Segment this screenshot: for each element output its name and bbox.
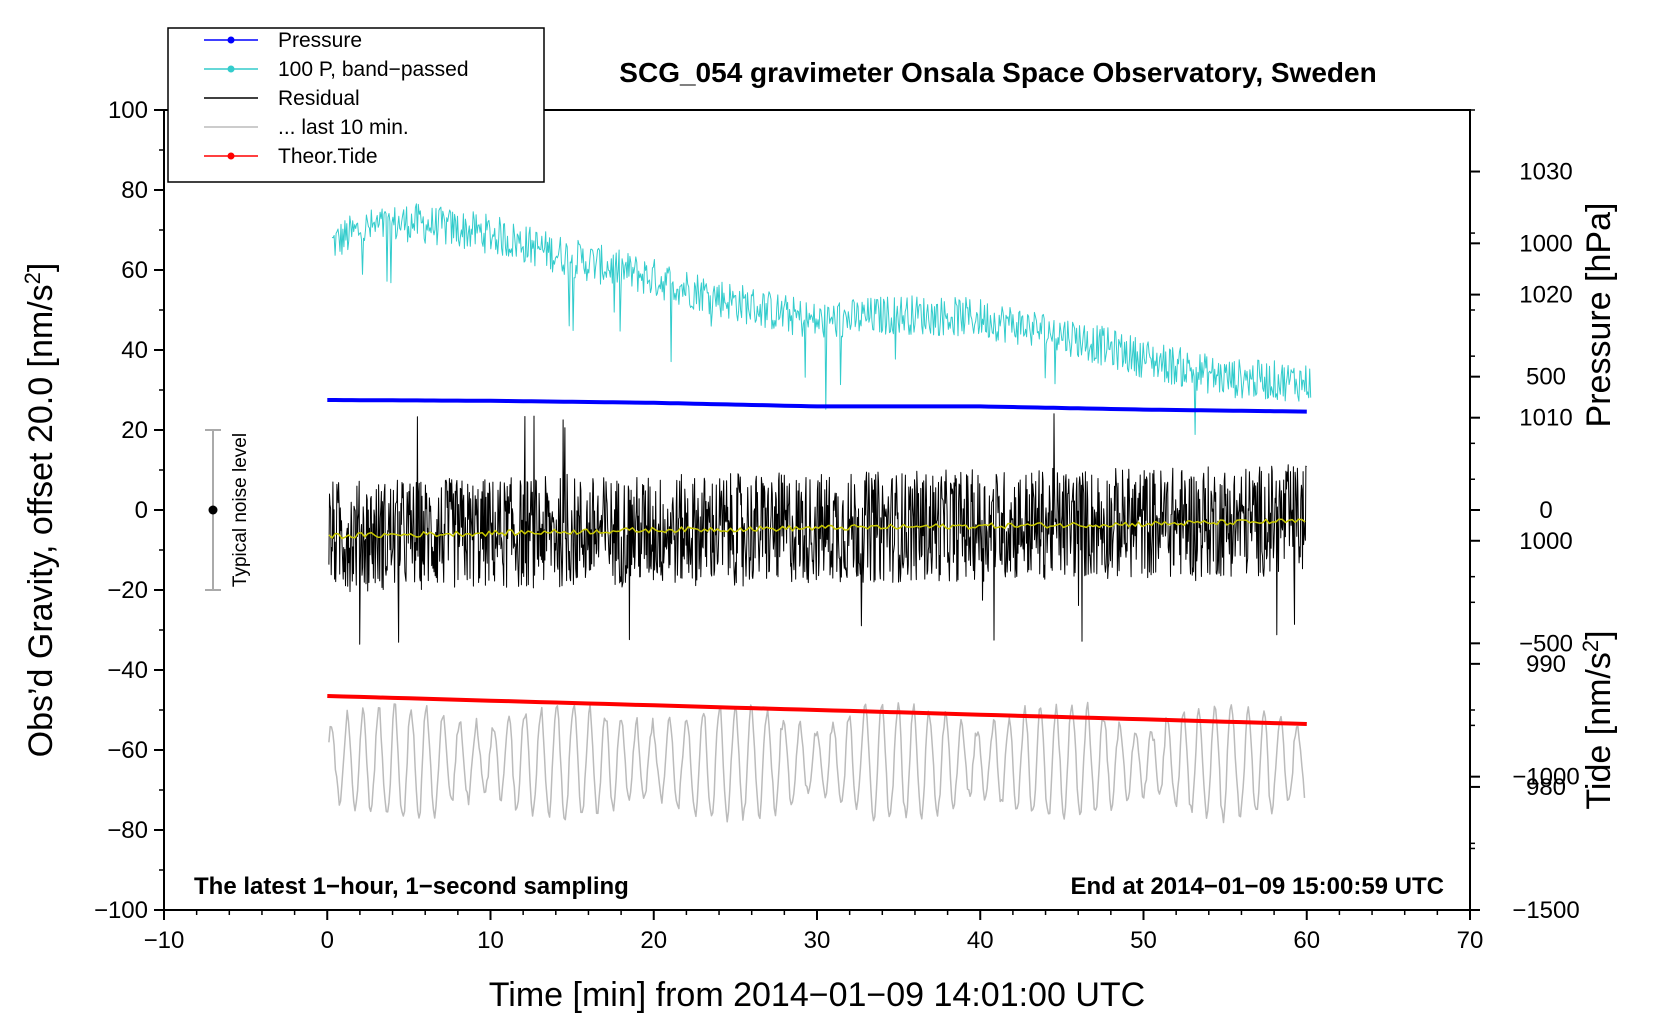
x-tick-label: 10: [477, 927, 504, 954]
tick-layer: −10 0 10 20 30 40 50 60 70−100−80−60−40−20020406…: [94, 97, 1580, 954]
legend-swatch-marker: [227, 65, 235, 73]
residual-smoothed-line: [328, 518, 1306, 540]
y-axis-left-label-end: ]: [22, 263, 60, 272]
y-tick-label: −60: [107, 737, 148, 764]
y-axis-left-label-main: Obs’d Gravity, offset 20.0 [nm/s: [22, 284, 60, 757]
noise-bar: Typical noise level: [205, 429, 251, 591]
last-10-min-line: [328, 701, 1306, 824]
tide-tick-label: −500: [1519, 630, 1573, 657]
x-tick-label: 30: [804, 927, 831, 954]
y-tick-label: 100: [108, 97, 148, 124]
pressure-tick-label: 1000: [1519, 528, 1572, 555]
x-axis-label: Time [min] from 2014−01−09 14:01:00 UTC: [489, 976, 1145, 1014]
y-tick-label: −40: [107, 657, 148, 684]
noise-bar-label: Typical noise level: [230, 433, 251, 587]
plot-frame: [163, 109, 1471, 911]
x-tick-label: 50: [1130, 927, 1157, 954]
y-tick-label: −80: [107, 817, 148, 844]
y-tick-label: −100: [94, 897, 148, 924]
y-axis-tide-label-sup: 2: [1578, 640, 1603, 652]
series-layer: [327, 203, 1312, 824]
legend-label: Pressure: [278, 29, 362, 52]
y-tick-label: 0: [135, 497, 148, 524]
y-axis-tide-label: Tide [nm/s2]: [1578, 630, 1618, 809]
legend-items: Pressure 100 P, band−passed Residual ... la…: [204, 29, 469, 168]
tide-tick-label: 500: [1526, 364, 1566, 391]
bandpassed-line: [331, 203, 1312, 435]
y-tick-label: −20: [107, 577, 148, 604]
y-tick-label: 60: [121, 257, 148, 284]
y-axis-pressure-label: Pressure [hPa]: [1580, 203, 1618, 428]
tide-tick-label: 1000: [1519, 230, 1572, 257]
tide-tick-label: −1500: [1512, 897, 1579, 924]
y-axis-tide-label-end: ]: [1580, 630, 1618, 639]
tide-line: [327, 694, 1307, 726]
y-tick-label: 40: [121, 337, 148, 364]
x-tick-label: 60: [1293, 927, 1320, 954]
x-tick-label: 40: [967, 927, 994, 954]
y-axis-left-label-sup: 2: [20, 272, 45, 284]
x-tick-label: 20: [640, 927, 667, 954]
y-tick-label: 20: [121, 417, 148, 444]
pressure-tick-label: 1010: [1519, 405, 1572, 432]
legend: Pressure 100 P, band−passed Residual ... la…: [167, 27, 545, 183]
pressure-tick-label: 990: [1526, 651, 1566, 678]
legend-swatch-marker: [227, 152, 235, 160]
y-axis-tide-label-main: Tide [nm/s: [1580, 652, 1618, 809]
x-tick-label: 0: [321, 927, 334, 954]
y-tick-label: 80: [121, 177, 148, 204]
noise-bar-center-dot: [208, 505, 218, 515]
legend-label: Residual: [278, 87, 360, 110]
pressure-tick-label: 1030: [1519, 159, 1572, 186]
legend-label: Theor.Tide: [278, 145, 378, 168]
x-tick-label: −10: [144, 927, 185, 954]
note-left: The latest 1−hour, 1−second sampling: [194, 873, 629, 900]
tide-tick-label: 0: [1539, 497, 1552, 524]
pressure-line: [327, 398, 1307, 414]
y-axis-left-label: Obs’d Gravity, offset 20.0 [nm/s2]: [20, 263, 60, 758]
tide-tick-label: −1000: [1512, 764, 1579, 791]
legend-label: ... last 10 min.: [278, 116, 409, 139]
pressure-tick-label: 1020: [1519, 282, 1572, 309]
legend-label: 100 P, band−passed: [278, 58, 469, 81]
legend-swatch-marker: [227, 36, 235, 44]
residual-line: [328, 413, 1307, 645]
chart-title: SCG_054 gravimeter Onsala Space Observat…: [619, 57, 1376, 88]
pressure-tick-label: 980: [1526, 774, 1566, 801]
note-right: End at 2014−01−09 15:00:59 UTC: [1070, 873, 1444, 900]
x-tick-label: 70: [1457, 927, 1484, 954]
